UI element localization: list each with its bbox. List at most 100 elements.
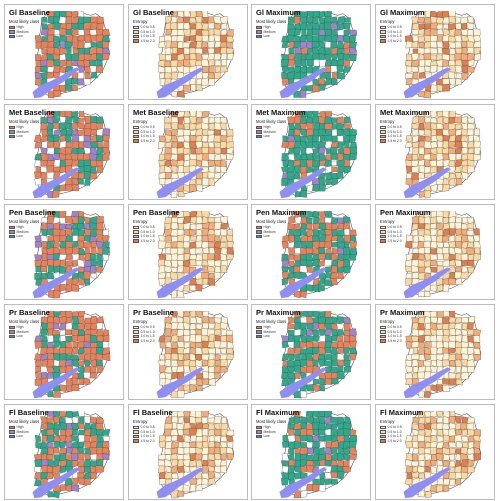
parcel	[281, 278, 288, 286]
parcel	[442, 478, 451, 486]
parcel	[293, 416, 301, 424]
parcel	[429, 11, 439, 18]
parcel	[40, 328, 48, 337]
parcel	[343, 265, 351, 274]
parcel	[411, 53, 419, 61]
legend-item: High	[256, 125, 286, 130]
parcel	[77, 259, 85, 268]
parcel	[188, 360, 196, 368]
parcel	[300, 216, 308, 225]
legend-swatch	[256, 430, 262, 434]
parcel	[435, 123, 444, 130]
parcel	[101, 40, 110, 49]
parcel	[195, 84, 203, 91]
parcel	[71, 435, 79, 442]
parcel	[178, 191, 185, 198]
parcel	[183, 411, 190, 418]
parcel	[293, 147, 302, 156]
parcel	[164, 171, 173, 179]
parcel	[319, 385, 325, 392]
parcel	[220, 165, 227, 174]
map-legend: Entropy 0.0 to 0.5 0.5 to 1.0 1.0 to 1.5 1.5…	[133, 119, 155, 143]
parcel	[318, 435, 326, 442]
parcel	[64, 416, 73, 424]
parcel	[52, 116, 61, 125]
legend-swatch	[9, 430, 15, 434]
legend-swatch	[133, 230, 139, 234]
parcel	[214, 322, 222, 331]
parcel	[411, 471, 419, 479]
parcel	[77, 53, 86, 61]
parcel	[60, 240, 67, 248]
parcel	[65, 278, 73, 285]
parcel	[293, 41, 301, 49]
parcel	[336, 35, 344, 42]
parcel	[405, 73, 413, 80]
parcel	[324, 41, 332, 49]
parcel	[83, 66, 92, 73]
parcel	[466, 153, 475, 161]
parcel	[405, 365, 413, 373]
legend-item: Low	[256, 334, 286, 339]
parcel	[442, 59, 450, 68]
legend-label: Low	[263, 134, 270, 139]
legend-label: 1.0 to 1.5	[140, 134, 155, 139]
parcel	[34, 153, 42, 161]
parcel	[287, 366, 296, 374]
parcel	[449, 479, 456, 486]
parcel	[461, 323, 468, 331]
legend-swatch	[133, 234, 139, 239]
parcel	[195, 135, 202, 143]
parcel	[59, 11, 67, 18]
parcel	[66, 47, 72, 54]
legend-label: Low	[16, 434, 23, 439]
parcel	[164, 353, 171, 361]
parcel	[177, 429, 184, 436]
parcel	[77, 34, 86, 42]
parcel	[325, 247, 332, 255]
parcel	[312, 440, 320, 449]
parcel	[83, 377, 91, 385]
parcel	[213, 129, 222, 136]
parcel	[294, 216, 302, 225]
legend-label: High	[263, 225, 271, 230]
parcel	[318, 83, 327, 91]
parcel	[448, 442, 457, 448]
parcel	[164, 454, 172, 461]
parcel	[183, 28, 192, 36]
parcel	[201, 454, 208, 462]
parcel	[226, 128, 234, 137]
district-map	[32, 211, 111, 299]
parcel	[429, 253, 438, 261]
parcel	[405, 378, 414, 385]
parcel	[330, 34, 338, 43]
parcel	[319, 111, 326, 117]
parcel	[213, 447, 221, 455]
parcel	[189, 17, 196, 24]
legend-swatch	[9, 334, 15, 339]
parcel	[336, 323, 344, 331]
parcel	[318, 177, 326, 186]
parcel	[287, 53, 295, 61]
parcel	[53, 89, 61, 98]
parcel	[164, 372, 172, 380]
water-body	[156, 467, 205, 499]
parcel	[176, 289, 185, 299]
parcel	[449, 422, 457, 430]
district-map	[279, 111, 358, 199]
parcel	[449, 134, 456, 142]
parcel	[164, 435, 173, 443]
legend-label: 1.0 to 1.5	[387, 434, 402, 439]
legend-swatch	[133, 425, 139, 429]
legend-item: 0.5 to 1.0	[380, 130, 402, 135]
parcel	[170, 66, 178, 73]
parcel	[418, 453, 426, 462]
parcel	[336, 160, 345, 167]
district-map	[279, 411, 358, 499]
parcel	[423, 234, 432, 242]
legend-item: High	[256, 225, 286, 230]
parcel	[330, 53, 338, 61]
district-map	[32, 411, 111, 499]
parcel	[288, 123, 295, 130]
parcel	[417, 28, 425, 36]
